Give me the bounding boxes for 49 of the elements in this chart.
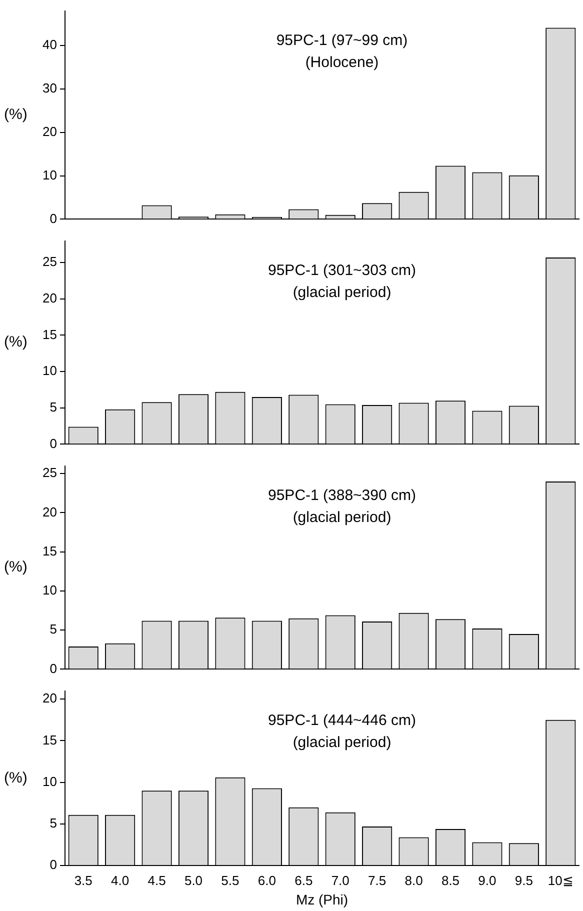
x-tick-label: 6.0 — [258, 872, 276, 888]
x-tick-label: 6.5 — [294, 872, 313, 888]
y-tick-label: 0 — [50, 210, 57, 226]
text: (glacial period) — [292, 734, 392, 751]
x-tick-label: 7.5 — [368, 872, 386, 888]
y-tick-label: 0 — [50, 436, 57, 451]
text: 95PC-1 (444~446 cm) — [268, 712, 416, 729]
y-tick-label: 0 — [50, 857, 57, 872]
text: (glacial period) — [292, 508, 392, 526]
text: 95PC-1 (388~390 cm) — [268, 486, 416, 504]
text: 95PC-1 (301~303 cm) — [268, 262, 416, 279]
y-tick-label: 10 — [42, 167, 57, 182]
text: 95PC-1 (97~99 cm) — [276, 32, 408, 49]
y-axis-title: (%) — [4, 106, 28, 124]
y-tick-label: 10 — [42, 774, 57, 789]
y-tick-label: 40 — [42, 37, 57, 52]
x-tick-label: 5.5 — [221, 872, 240, 888]
x-tick-label: 10≦ — [548, 872, 574, 888]
text: (Holocene) — [305, 54, 379, 71]
y-tick-label: 20 — [42, 290, 57, 306]
y-tick-label: 15 — [42, 543, 57, 558]
y-tick-label: 30 — [42, 80, 57, 96]
text: (glacial period) — [292, 284, 392, 301]
x-tick-label: 7.0 — [331, 872, 350, 888]
y-tick-label: 15 — [42, 732, 57, 748]
y-axis-title: (%) — [4, 769, 28, 786]
y-axis-title: (%) — [4, 334, 28, 351]
y-tick-label: 20 — [42, 690, 57, 706]
y-tick-label: 25 — [42, 465, 57, 480]
y-tick-label: 5 — [50, 816, 57, 831]
y-axis-title: (%) — [4, 558, 28, 576]
y-tick-label: 20 — [42, 124, 57, 139]
x-tick-label: 8.5 — [441, 872, 460, 888]
y-tick-label: 20 — [42, 504, 57, 520]
x-axis-title: Mz (Phi) — [296, 891, 348, 908]
y-tick-label: 5 — [50, 399, 57, 414]
x-tick-label: 9.5 — [514, 872, 533, 888]
y-tick-label: 10 — [42, 363, 57, 378]
x-tick-label: 8.0 — [404, 872, 423, 888]
x-tick-label: 4.5 — [148, 872, 166, 888]
y-tick-label: 0 — [50, 660, 57, 676]
x-tick-label: 3.5 — [74, 872, 92, 888]
y-tick-label: 15 — [42, 326, 57, 342]
y-tick-label: 10 — [42, 582, 57, 598]
x-tick-label: 5.0 — [184, 872, 203, 888]
y-tick-label: 25 — [42, 254, 57, 270]
x-tick-label: 9.0 — [478, 872, 496, 888]
x-tick-label: 4.0 — [111, 872, 130, 888]
y-tick-label: 5 — [50, 622, 57, 637]
